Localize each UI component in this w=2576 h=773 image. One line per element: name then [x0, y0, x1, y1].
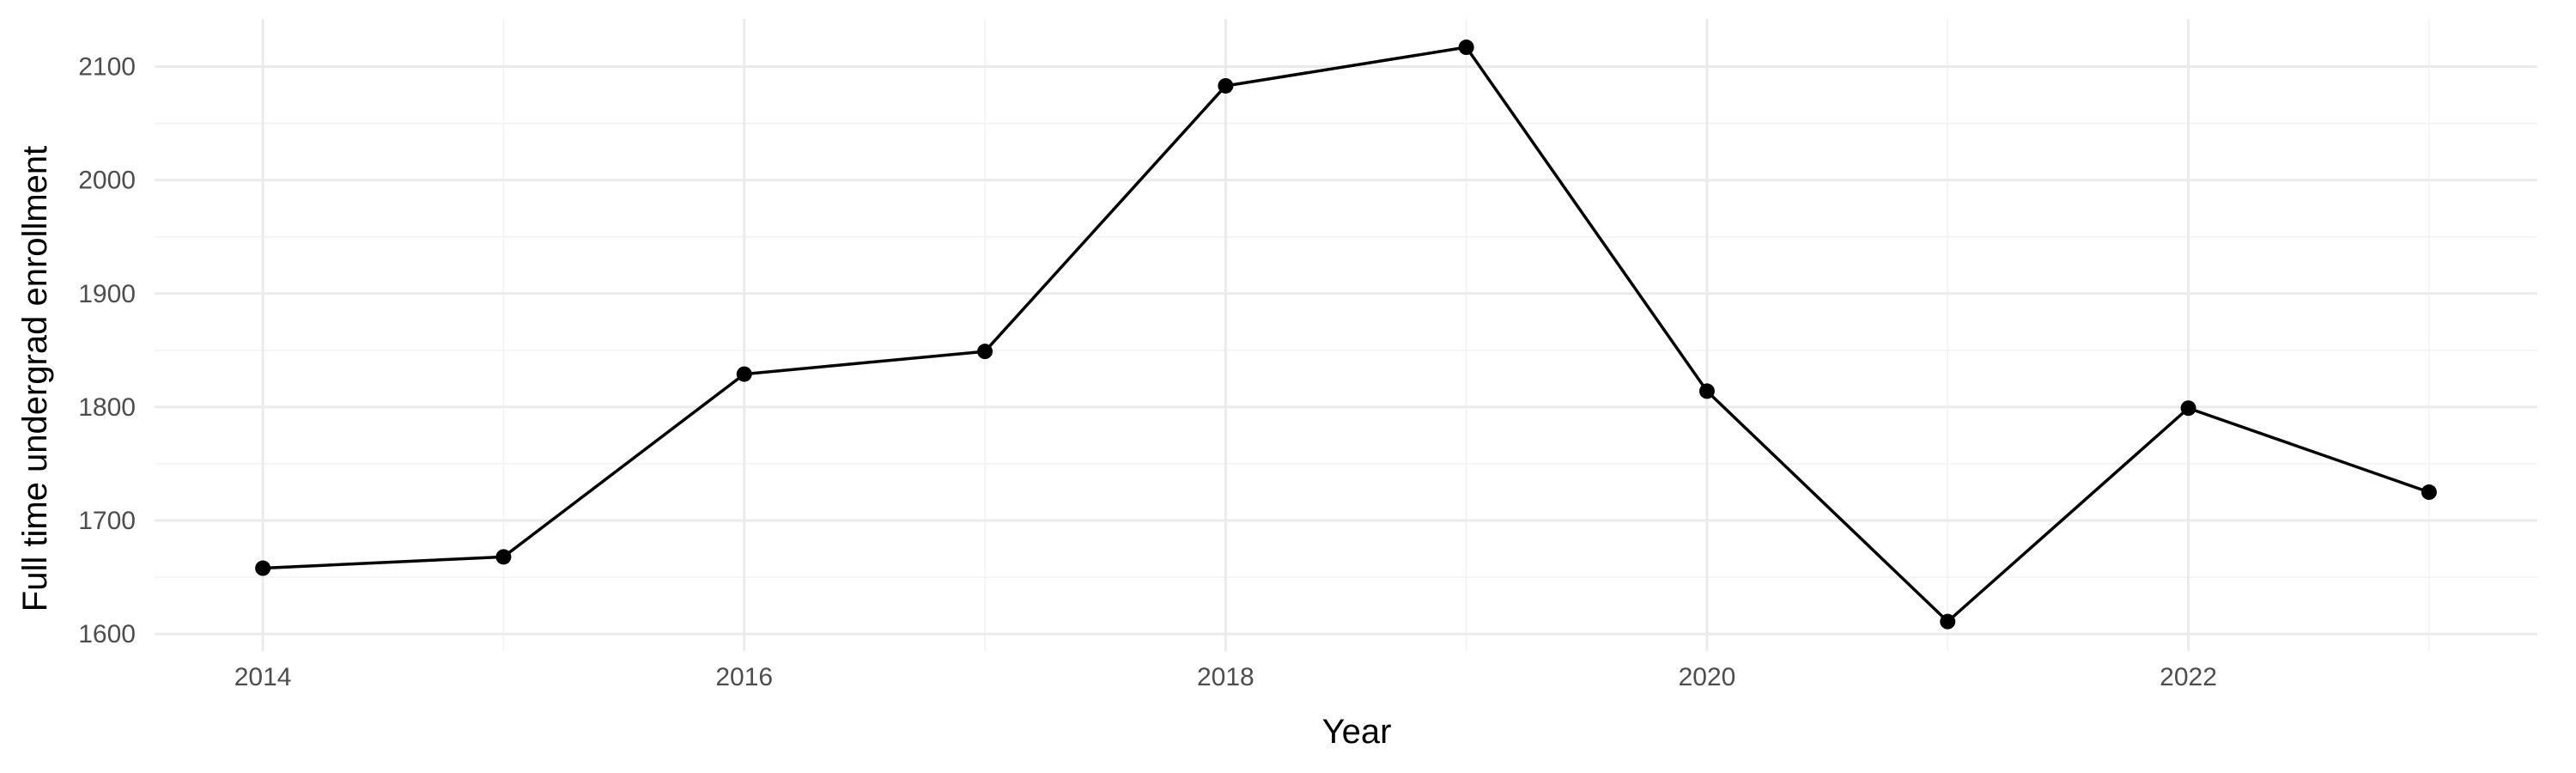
y-axis-title: Full time undergrad enrollment — [16, 146, 54, 612]
data-point-2021 — [1940, 613, 1956, 630]
x-tick-label: 2016 — [715, 663, 773, 691]
data-point-2014 — [255, 560, 271, 576]
data-point-2016 — [736, 366, 752, 382]
data-point-2023 — [2421, 484, 2437, 501]
x-tick-label: 2014 — [234, 663, 292, 691]
axis-labels: 2014 2016 2018 2020 2022 1600 1700 1800 1900 2000… — [78, 52, 2217, 691]
x-axis-title: Year — [1322, 713, 1392, 751]
data-point-2015 — [495, 549, 512, 565]
data-point-2020 — [1698, 383, 1715, 399]
series-layer — [263, 46, 2430, 624]
y-tick-label: 1800 — [78, 393, 136, 422]
y-tick-label: 2000 — [78, 167, 136, 195]
y-tick-label: 1700 — [78, 507, 136, 535]
grid-lines — [155, 19, 2537, 651]
data-point-2022 — [2180, 400, 2196, 417]
series-line — [263, 46, 2430, 624]
x-tick-label: 2022 — [2160, 663, 2217, 691]
x-tick-label: 2020 — [1679, 663, 1736, 691]
y-tick-label: 2100 — [78, 52, 136, 81]
data-point-2017 — [977, 344, 993, 360]
x-tick-label: 2018 — [1197, 663, 1255, 691]
data-point-2019 — [1458, 40, 1474, 56]
y-tick-label: 1900 — [78, 280, 136, 308]
data-point-2018 — [1218, 77, 1234, 94]
points-layer — [255, 40, 2437, 630]
y-tick-label: 1600 — [78, 620, 136, 648]
